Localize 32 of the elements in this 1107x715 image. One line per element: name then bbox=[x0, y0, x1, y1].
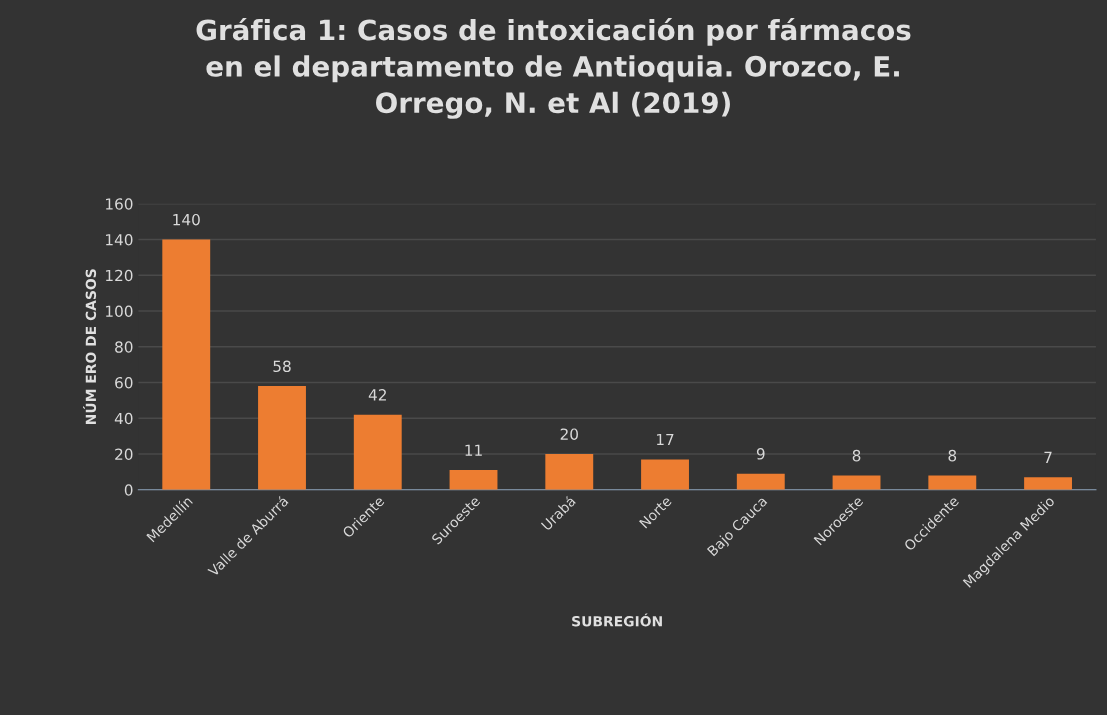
y-tick-label: 80 bbox=[115, 341, 133, 353]
data-label: 20 bbox=[560, 428, 578, 440]
bar bbox=[641, 459, 689, 490]
data-label: 58 bbox=[273, 360, 291, 373]
chart-title: Gráfica 1: Casos de intoxicación por fármacos en el departamento de Antioquia. Orozco, E. Orrego, N. et Al (2019) bbox=[196, 17, 911, 119]
y-tick-label: 100 bbox=[106, 305, 133, 318]
y-tick-label: 140 bbox=[106, 233, 133, 246]
bar bbox=[162, 239, 211, 490]
data-label: 7 bbox=[1044, 451, 1052, 463]
data-label: 11 bbox=[465, 444, 482, 456]
y-tick-label: 20 bbox=[115, 448, 133, 461]
y-axis-title: NÚM ERO DE CASOS bbox=[83, 269, 97, 424]
bar bbox=[545, 454, 594, 490]
bar bbox=[736, 473, 785, 490]
data-label: 42 bbox=[368, 389, 386, 401]
data-label: 8 bbox=[948, 449, 957, 462]
bar bbox=[832, 475, 881, 490]
y-tick-label: 160 bbox=[106, 198, 133, 210]
y-tick-label: 60 bbox=[115, 376, 133, 389]
bar bbox=[258, 386, 306, 490]
bar bbox=[353, 414, 402, 490]
y-tick-label: 40 bbox=[114, 412, 133, 425]
bar bbox=[928, 475, 977, 490]
x-axis-title: SUBREGIÓN bbox=[572, 613, 662, 627]
bar bbox=[1024, 477, 1072, 490]
y-tick-label: 120 bbox=[106, 269, 133, 282]
data-label: 140 bbox=[173, 213, 200, 226]
bar bbox=[449, 470, 498, 490]
data-label: 9 bbox=[756, 448, 765, 460]
y-tick-label: 0 bbox=[124, 484, 133, 496]
data-label: 17 bbox=[656, 433, 674, 446]
data-label: 8 bbox=[852, 449, 861, 462]
